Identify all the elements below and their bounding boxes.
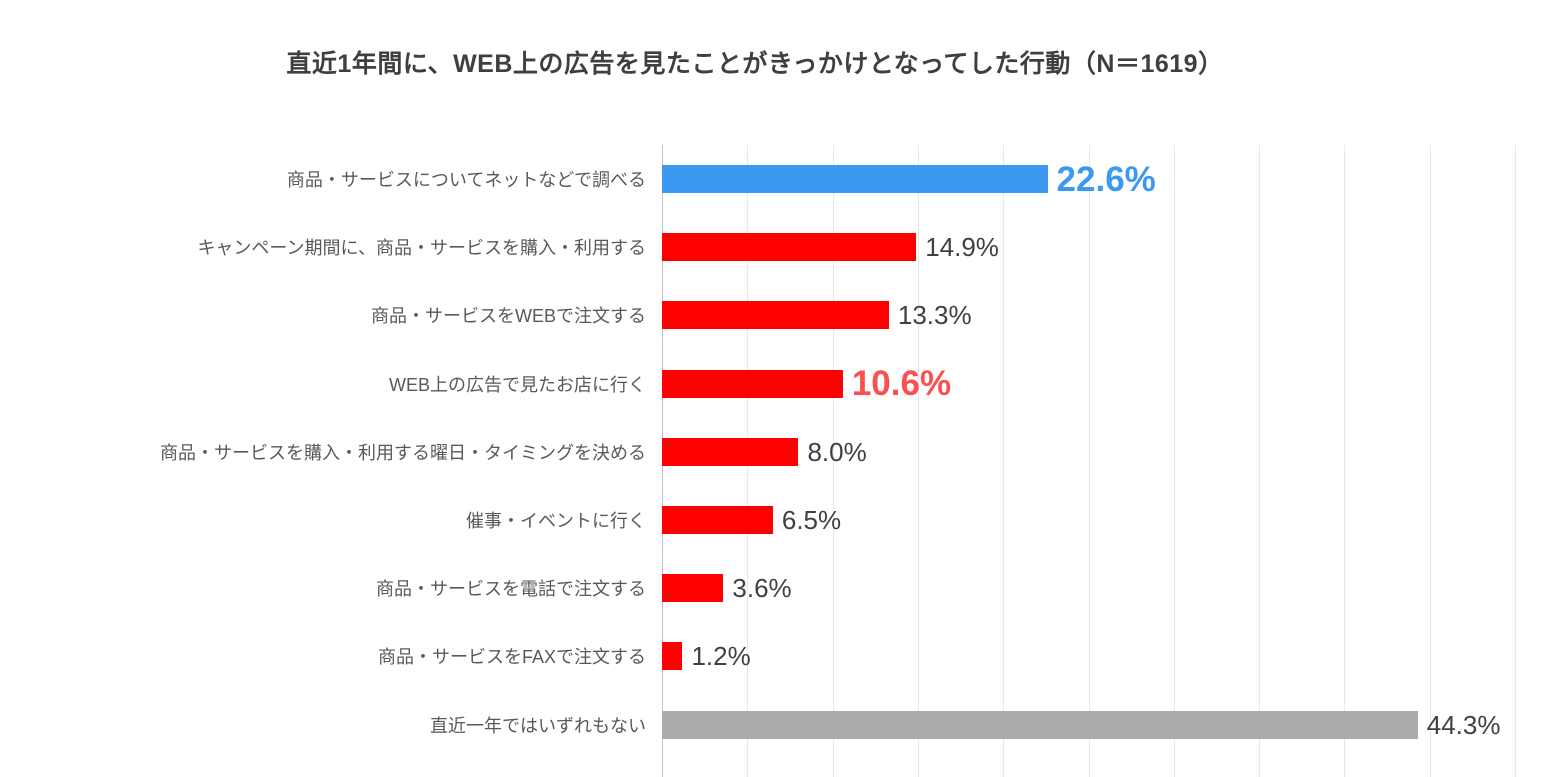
- category-label: キャンペーン期間に、商品・サービスを購入・利用する: [197, 238, 646, 259]
- chart-row: WEB上の広告で見たお店に行く 10.6%: [0, 350, 1551, 418]
- bar-track: 8.0%: [662, 436, 1515, 467]
- chart-row: 商品・サービスをFAXで注文する 1.2%: [0, 622, 1551, 690]
- bar-track: 3.6%: [662, 573, 1515, 604]
- category-label: WEB上の広告で見たお店に行く: [389, 374, 646, 395]
- bar: [662, 506, 773, 535]
- bar-track: 22.6%: [662, 162, 1515, 197]
- category-label: 催事・イベントに行く: [466, 511, 646, 532]
- category-label: 商品・サービスについてネットなどで調べる: [286, 170, 646, 191]
- bar-chart: 商品・サービスについてネットなどで調べる 22.6% キャンペーン期間に、商品・サー…: [0, 145, 1551, 777]
- chart-row: 直近一年ではいずれもない 44.3%: [0, 691, 1551, 759]
- bar-track: 6.5%: [662, 505, 1515, 536]
- value-label: 10.6%: [851, 364, 952, 404]
- value-label: 6.5%: [781, 505, 842, 536]
- gridline: [1173, 145, 1175, 777]
- bar-track: 44.3%: [662, 709, 1515, 740]
- gridline: [832, 145, 834, 777]
- category-label: 商品・サービスをFAXで注文する: [377, 647, 646, 668]
- category-label: 直近一年ではいずれもない: [430, 715, 646, 736]
- bar-track: 14.9%: [662, 232, 1515, 263]
- bar: [662, 710, 1418, 739]
- value-label: 1.2%: [691, 641, 751, 672]
- chart-row: 商品・サービスを電話で注文する 3.6%: [0, 554, 1551, 622]
- gridline: [1344, 145, 1346, 777]
- category-label: 商品・サービスを電話で注文する: [376, 579, 646, 600]
- gridline: [1259, 145, 1261, 777]
- gridline: [917, 145, 919, 777]
- value-label: 13.3%: [897, 300, 972, 331]
- chart-row: 商品・サービスについてネットなどで調べる 22.6%: [0, 145, 1551, 213]
- gridline: [1429, 145, 1431, 777]
- category-label: 商品・サービスを購入・利用する曜日・タイミングを決める: [160, 442, 646, 463]
- bar: [662, 233, 917, 262]
- value-label: 8.0%: [807, 436, 867, 467]
- chart-row: 催事・イベントに行く 6.5%: [0, 486, 1551, 554]
- bar: [662, 301, 889, 330]
- bar-track: 10.6%: [662, 366, 1515, 401]
- gridline: [1088, 145, 1090, 777]
- category-label: 商品・サービスをWEBで注文する: [371, 306, 646, 327]
- value-label: 22.6%: [1056, 159, 1156, 199]
- bar: [662, 642, 683, 671]
- chart-row: 商品・サービスを購入・利用する曜日・タイミングを決める 8.0%: [0, 418, 1551, 486]
- bar-track: 13.3%: [662, 300, 1515, 331]
- bar-track: 1.2%: [662, 641, 1515, 672]
- chart-title: 直近1年間に、WEB上の広告を見たことがきっかけとなってした行動（N＝1619）: [286, 50, 1224, 78]
- chart-row: キャンペーン期間に、商品・サービスを購入・利用する 14.9%: [0, 213, 1551, 281]
- value-label: 44.3%: [1426, 709, 1501, 740]
- gridline: [1003, 145, 1005, 777]
- chart-rows: 商品・サービスについてネットなどで調べる 22.6% キャンペーン期間に、商品・サー…: [0, 145, 1551, 759]
- bar: [662, 437, 799, 466]
- value-label: 3.6%: [732, 573, 792, 604]
- bar: [662, 369, 843, 398]
- gridline: [1515, 145, 1516, 777]
- bar: [662, 574, 724, 603]
- bar: [662, 165, 1048, 194]
- chart-row: 商品・サービスをWEBで注文する 13.3%: [0, 281, 1551, 349]
- value-label: 14.9%: [925, 232, 999, 263]
